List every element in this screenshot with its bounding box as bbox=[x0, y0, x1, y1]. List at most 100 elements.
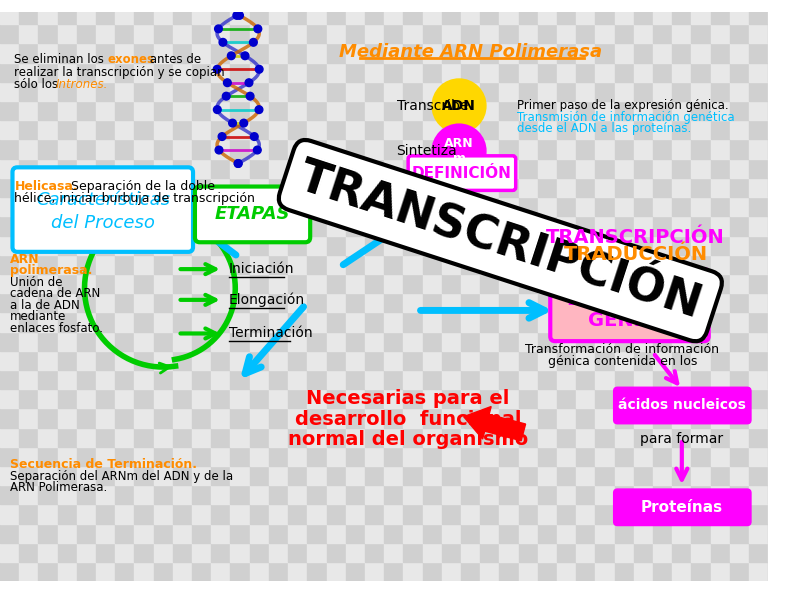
Bar bbox=[595, 524, 614, 543]
Bar bbox=[749, 428, 768, 447]
Bar bbox=[595, 447, 614, 466]
Bar bbox=[634, 178, 653, 197]
Bar bbox=[653, 409, 672, 428]
Bar bbox=[672, 178, 691, 197]
Bar bbox=[749, 120, 768, 139]
Bar bbox=[710, 543, 730, 562]
Bar bbox=[653, 370, 672, 389]
Bar bbox=[326, 389, 346, 409]
Bar bbox=[768, 274, 787, 293]
Bar bbox=[518, 101, 538, 120]
Bar bbox=[442, 562, 461, 581]
Bar bbox=[326, 5, 346, 24]
Bar bbox=[77, 331, 96, 350]
Bar bbox=[0, 24, 19, 43]
Bar bbox=[749, 331, 768, 350]
Bar bbox=[173, 485, 192, 505]
Bar bbox=[173, 409, 192, 428]
Bar bbox=[269, 350, 288, 370]
Circle shape bbox=[432, 124, 486, 178]
Bar bbox=[288, 255, 307, 274]
Bar bbox=[269, 82, 288, 101]
Bar bbox=[557, 159, 576, 178]
Bar bbox=[442, 255, 461, 274]
Bar bbox=[211, 409, 230, 428]
Bar bbox=[653, 0, 672, 5]
Bar bbox=[557, 389, 576, 409]
Bar bbox=[538, 139, 557, 159]
Bar bbox=[422, 63, 442, 82]
Bar bbox=[653, 235, 672, 255]
Bar bbox=[384, 101, 403, 120]
Bar bbox=[634, 43, 653, 63]
Bar bbox=[96, 101, 115, 120]
Bar bbox=[595, 331, 614, 350]
Bar bbox=[442, 139, 461, 159]
Text: Separación de la doble: Separación de la doble bbox=[67, 180, 215, 193]
Bar bbox=[288, 120, 307, 139]
Bar bbox=[672, 255, 691, 274]
Bar bbox=[250, 370, 269, 389]
Bar bbox=[538, 370, 557, 389]
Bar bbox=[326, 524, 346, 543]
Bar bbox=[576, 543, 595, 562]
Bar bbox=[365, 370, 384, 389]
Text: cadena de ARN: cadena de ARN bbox=[10, 288, 100, 301]
Bar bbox=[269, 389, 288, 409]
Bar bbox=[211, 197, 230, 216]
Bar bbox=[134, 331, 154, 350]
Text: DEFINICIÓN: DEFINICIÓN bbox=[412, 165, 512, 181]
Bar bbox=[365, 447, 384, 466]
Bar bbox=[595, 43, 614, 63]
Bar bbox=[58, 543, 77, 562]
Bar bbox=[288, 370, 307, 389]
Bar bbox=[710, 63, 730, 82]
Bar bbox=[403, 274, 422, 293]
Bar bbox=[134, 63, 154, 82]
Text: Elongación: Elongación bbox=[229, 292, 305, 307]
Bar bbox=[614, 505, 634, 524]
Text: Separación del ARNm del ADN y de la: Separación del ARNm del ADN y de la bbox=[10, 470, 233, 483]
Bar bbox=[77, 120, 96, 139]
Bar bbox=[288, 505, 307, 524]
Bar bbox=[211, 543, 230, 562]
Bar bbox=[422, 389, 442, 409]
Bar bbox=[768, 216, 787, 235]
Bar bbox=[96, 447, 115, 466]
Bar bbox=[672, 389, 691, 409]
Bar bbox=[38, 505, 58, 524]
Bar bbox=[326, 331, 346, 350]
Bar bbox=[173, 197, 192, 216]
Bar bbox=[307, 543, 326, 562]
Bar bbox=[634, 101, 653, 120]
Bar bbox=[19, 178, 38, 197]
Bar bbox=[173, 562, 192, 581]
Bar bbox=[269, 370, 288, 389]
Bar bbox=[154, 0, 173, 5]
Bar bbox=[576, 389, 595, 409]
Bar bbox=[634, 350, 653, 370]
Bar bbox=[480, 485, 499, 505]
Bar bbox=[211, 505, 230, 524]
Bar bbox=[461, 101, 480, 120]
Bar bbox=[749, 5, 768, 24]
Bar bbox=[499, 466, 518, 485]
Bar bbox=[710, 293, 730, 313]
Bar bbox=[614, 216, 634, 235]
Bar bbox=[499, 5, 518, 24]
Bar bbox=[192, 466, 211, 485]
Bar bbox=[269, 63, 288, 82]
Bar bbox=[0, 178, 19, 197]
Bar bbox=[326, 139, 346, 159]
Bar bbox=[538, 5, 557, 24]
Bar bbox=[480, 466, 499, 485]
Bar bbox=[269, 197, 288, 216]
Bar bbox=[480, 524, 499, 543]
Bar bbox=[134, 543, 154, 562]
Bar bbox=[38, 524, 58, 543]
Bar bbox=[115, 409, 134, 428]
Bar bbox=[499, 428, 518, 447]
Bar bbox=[384, 159, 403, 178]
Bar bbox=[230, 24, 250, 43]
Bar bbox=[19, 350, 38, 370]
